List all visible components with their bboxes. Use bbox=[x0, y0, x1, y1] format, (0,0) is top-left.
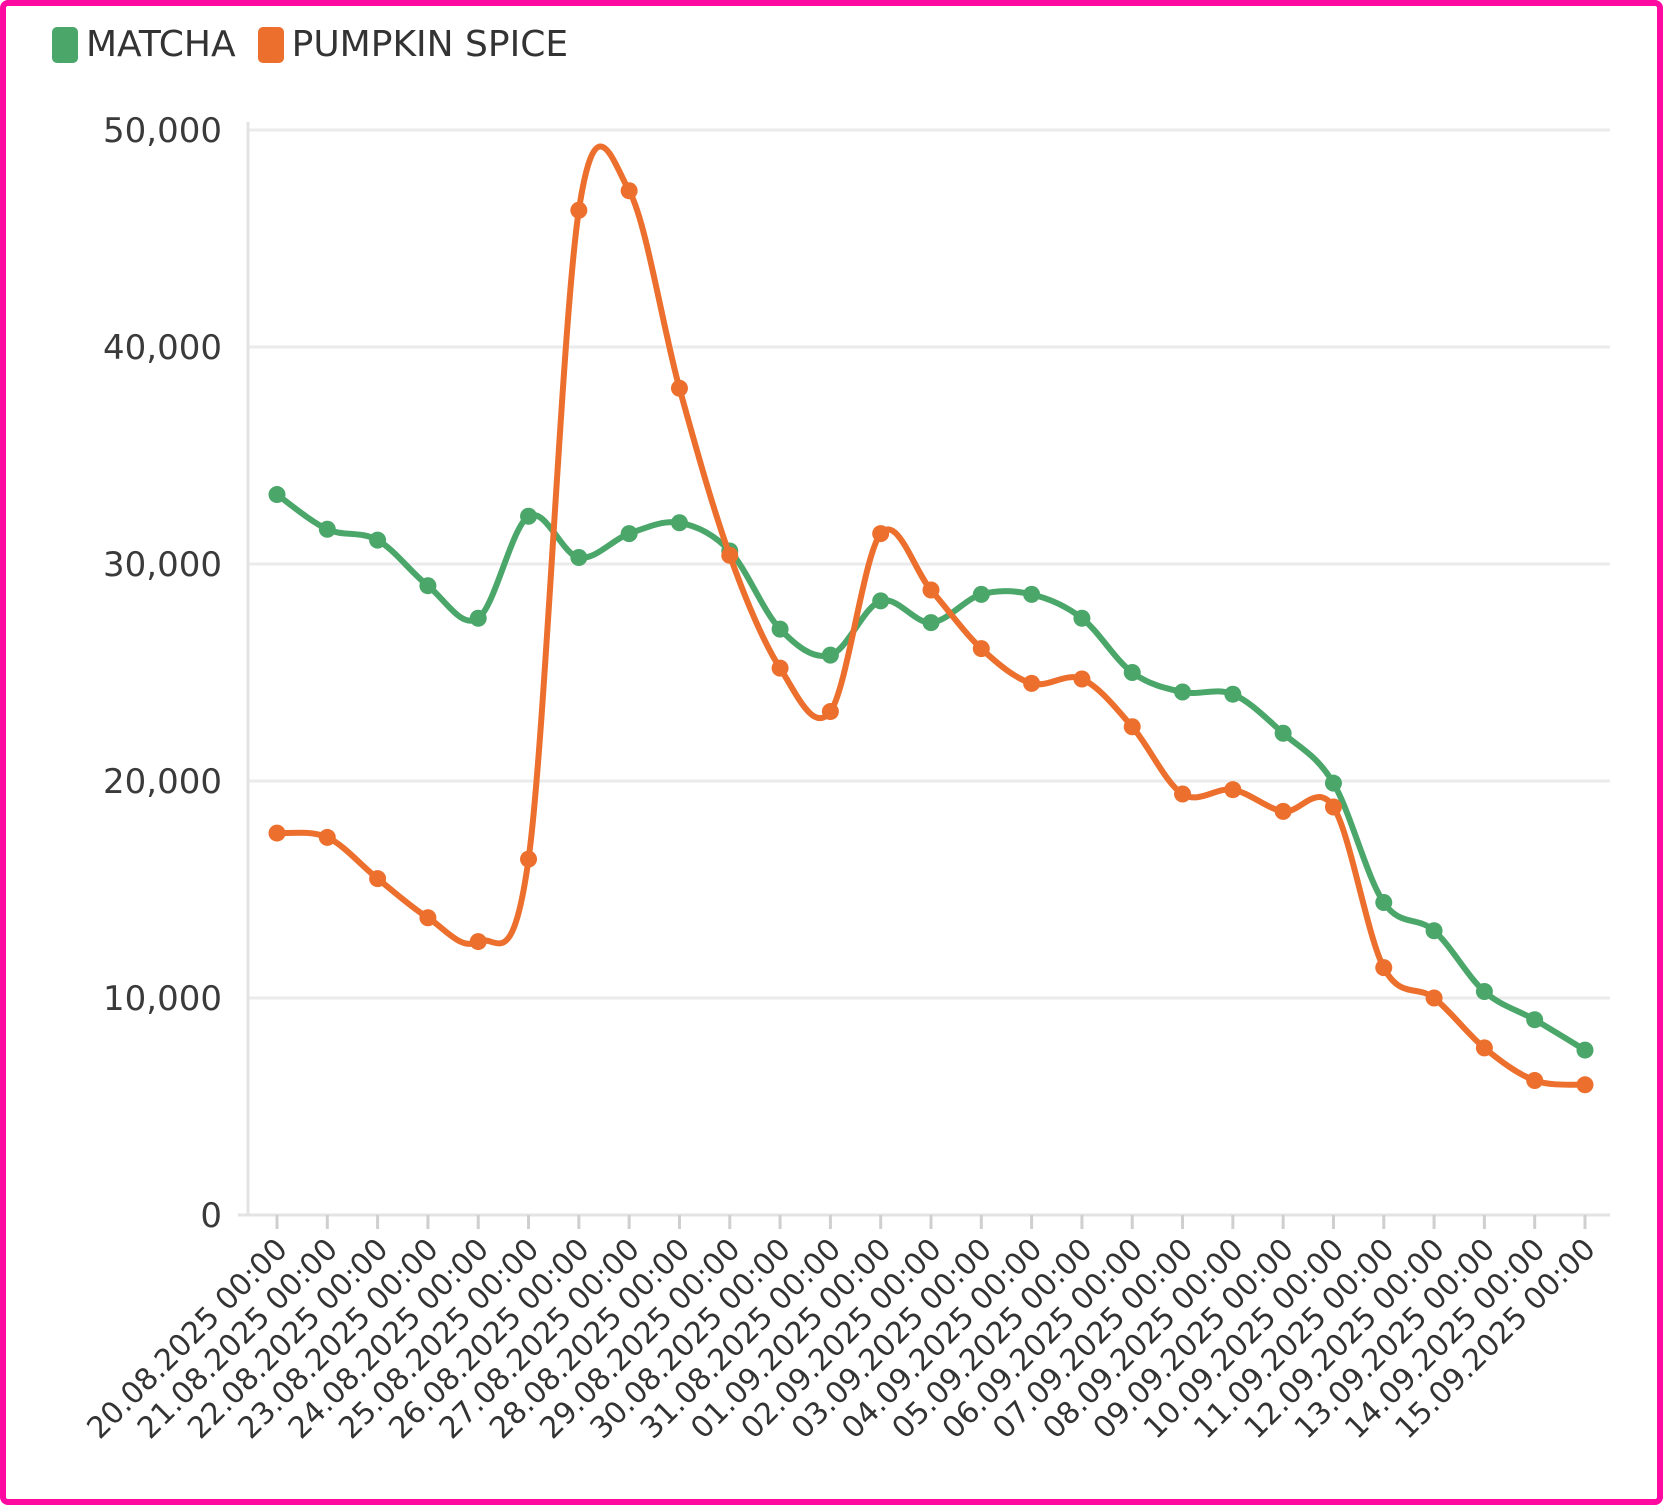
data-point-pumpkin-spice bbox=[369, 870, 387, 888]
data-point-matcha bbox=[268, 486, 286, 504]
data-point-pumpkin-spice bbox=[821, 703, 839, 721]
data-point-pumpkin-spice bbox=[520, 850, 538, 868]
legend-item-pumpkin-spice[interactable]: PUMPKIN SPICE bbox=[257, 24, 569, 65]
legend-item-matcha[interactable]: MATCHA bbox=[52, 24, 236, 65]
data-point-pumpkin-spice bbox=[1073, 670, 1091, 688]
data-point-pumpkin-spice bbox=[922, 581, 940, 599]
data-point-pumpkin-spice bbox=[771, 659, 789, 677]
data-point-pumpkin-spice bbox=[570, 201, 588, 219]
data-point-matcha bbox=[570, 548, 588, 566]
data-point-pumpkin-spice bbox=[972, 640, 990, 658]
data-point-matcha bbox=[419, 577, 437, 595]
data-point-pumpkin-spice bbox=[1174, 785, 1192, 803]
data-point-matcha bbox=[1324, 774, 1342, 792]
data-point-pumpkin-spice bbox=[1123, 718, 1141, 736]
y-tick-label: 30,000 bbox=[103, 545, 222, 585]
data-point-matcha bbox=[922, 614, 940, 632]
data-point-matcha bbox=[771, 620, 789, 638]
data-point-matcha bbox=[1224, 685, 1242, 703]
data-point-matcha bbox=[1526, 1011, 1544, 1029]
data-point-matcha bbox=[972, 585, 990, 603]
data-point-pumpkin-spice bbox=[419, 909, 437, 927]
data-point-matcha bbox=[1425, 922, 1443, 940]
data-point-pumpkin-spice bbox=[1274, 802, 1292, 820]
data-point-matcha bbox=[872, 592, 890, 610]
data-point-pumpkin-spice bbox=[872, 525, 890, 543]
data-point-pumpkin-spice bbox=[469, 933, 487, 951]
data-point-pumpkin-spice bbox=[1475, 1039, 1493, 1057]
legend: MATCHA PUMPKIN SPICE bbox=[52, 24, 590, 65]
data-point-matcha bbox=[1023, 585, 1041, 603]
data-point-pumpkin-spice bbox=[1526, 1071, 1544, 1089]
data-point-pumpkin-spice bbox=[721, 546, 739, 564]
y-tick-label: 0 bbox=[200, 1196, 222, 1236]
data-point-pumpkin-spice bbox=[670, 379, 688, 397]
legend-label-pumpkin-spice: PUMPKIN SPICE bbox=[291, 24, 569, 65]
y-tick-label: 10,000 bbox=[103, 979, 222, 1019]
data-point-matcha bbox=[520, 507, 538, 525]
y-tick-label: 20,000 bbox=[103, 762, 222, 802]
data-point-pumpkin-spice bbox=[1425, 989, 1443, 1007]
data-point-matcha bbox=[1123, 664, 1141, 681]
data-point-pumpkin-spice bbox=[1576, 1076, 1594, 1094]
data-point-matcha bbox=[670, 514, 688, 532]
data-point-matcha bbox=[1475, 982, 1493, 1000]
data-point-matcha bbox=[469, 609, 487, 627]
y-tick-label: 50,000 bbox=[103, 111, 222, 151]
data-point-pumpkin-spice bbox=[1224, 781, 1242, 799]
data-point-pumpkin-spice bbox=[1324, 798, 1342, 816]
data-point-matcha bbox=[620, 525, 638, 543]
data-point-matcha bbox=[821, 646, 839, 664]
data-point-matcha bbox=[318, 520, 336, 538]
data-point-matcha bbox=[1375, 894, 1393, 912]
y-tick-label: 40,000 bbox=[103, 328, 222, 368]
data-point-pumpkin-spice bbox=[1375, 959, 1393, 977]
data-point-pumpkin-spice bbox=[1023, 674, 1041, 692]
legend-swatch-matcha bbox=[52, 26, 78, 63]
legend-label-matcha: MATCHA bbox=[86, 24, 236, 65]
data-point-matcha bbox=[1174, 683, 1192, 701]
data-point-matcha bbox=[369, 531, 387, 549]
data-point-pumpkin-spice bbox=[318, 828, 336, 846]
data-point-matcha bbox=[1274, 724, 1292, 742]
legend-swatch-pumpkin-spice bbox=[257, 26, 284, 63]
data-point-pumpkin-spice bbox=[620, 182, 638, 200]
data-point-matcha bbox=[1073, 609, 1091, 627]
data-point-matcha bbox=[1576, 1041, 1594, 1059]
data-point-pumpkin-spice bbox=[268, 824, 286, 842]
